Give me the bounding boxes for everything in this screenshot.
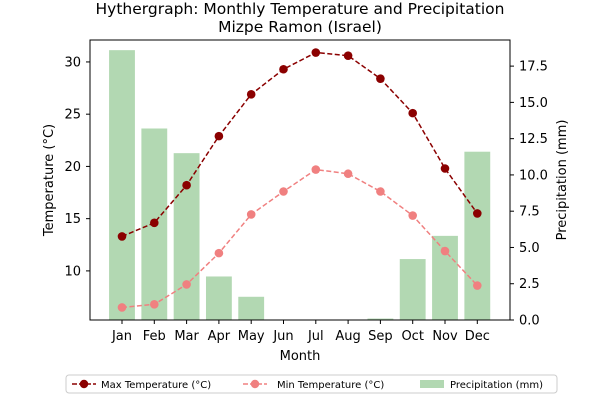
plot-frame [89, 39, 511, 321]
min-temp-point [117, 303, 127, 312]
x-tick-label: Oct [401, 329, 423, 344]
legend-max-temp-marker [79, 379, 89, 389]
legend-min-temp-label: Min Temperature (°C) [277, 380, 384, 391]
max-temp-point [408, 108, 418, 118]
min-temp-point [182, 280, 191, 289]
y-right-tick-label: 7.5 [519, 205, 540, 220]
x-tick-label: Sep [368, 329, 393, 344]
min-temp-point [246, 210, 256, 219]
x-tick-label: Jul [307, 329, 324, 344]
max-temp-point [440, 164, 450, 173]
min-temp-line [121, 168, 478, 309]
y-axis-left: 10 15 20 25 30 [64, 55, 90, 279]
x-tick-label: May [238, 329, 265, 344]
legend-precip-label: Precipitation (mm) [450, 380, 543, 391]
x-axis-label: Month [280, 349, 321, 364]
temperature-lines [117, 48, 482, 312]
min-temp-point [440, 246, 450, 256]
y-right-tick-label: 17.5 [519, 60, 548, 75]
y-left-tick-label: 25 [64, 108, 81, 123]
y-axis-right: 0.0 2.5 5.0 7.5 10.0 12.5 15.0 17.5 [510, 60, 548, 329]
chart-subtitle: Mizpe Ramon (Israel) [218, 18, 382, 36]
y-right-tick-label: 2.5 [519, 277, 540, 292]
min-temp-point [279, 187, 288, 196]
x-tick-label: Mar [174, 329, 199, 344]
max-temp-point [279, 64, 288, 74]
y-axis-right-label: Precipitation (mm) [555, 120, 570, 241]
x-tick-label: Apr [208, 329, 231, 344]
chart-title: Hythergraph: Monthly Temperature and Pre… [96, 0, 505, 18]
x-tick-label: Feb [143, 329, 166, 344]
y-right-tick-label: 10.0 [519, 168, 548, 183]
precip-bar [464, 151, 491, 320]
max-temp-point [376, 74, 385, 83]
max-temp-point [182, 180, 191, 190]
precip-bar [367, 318, 394, 320]
y-right-tick-label: 0.0 [519, 314, 540, 329]
y-left-tick-label: 10 [64, 264, 81, 279]
max-temp-point [311, 48, 321, 57]
y-left-tick-label: 20 [64, 160, 81, 175]
x-tick-label: Jun [272, 329, 293, 344]
legend-precip-swatch [420, 380, 444, 388]
x-tick-label: Dec [465, 329, 490, 344]
precip-bar [173, 153, 200, 320]
max-temp-point [246, 90, 256, 99]
precip-bar [399, 259, 426, 320]
max-temp-line [121, 51, 478, 238]
min-temp-point [214, 248, 224, 258]
precip-bar [109, 50, 135, 320]
x-tick-label: Aug [335, 329, 360, 344]
y-right-tick-label: 12.5 [519, 132, 548, 147]
max-temp-point [117, 232, 127, 241]
y-axis-left-label: Temperature (°C) [42, 124, 57, 237]
min-temp-point [150, 300, 159, 309]
max-temp-point [343, 51, 353, 60]
max-temp-point [473, 209, 482, 218]
y-right-tick-label: 15.0 [519, 96, 548, 111]
y-left-tick-label: 15 [64, 212, 81, 227]
legend-frame [65, 374, 558, 394]
x-tick-label: Nov [432, 329, 458, 344]
y-left-tick-label: 30 [64, 55, 81, 70]
min-temp-point [343, 169, 353, 179]
max-temp-point [214, 131, 224, 141]
min-temp-point [473, 281, 482, 290]
min-temp-point [311, 165, 321, 174]
min-temp-point [376, 187, 385, 196]
x-tick-label: Jan [111, 329, 132, 344]
legend-max-temp-label: Max Temperature (°C) [101, 380, 211, 391]
y-right-tick-label: 5.0 [519, 241, 540, 256]
x-axis: Jan Feb Mar Apr May Jun Jul Aug Sep Oct Nov Dec [111, 320, 490, 344]
max-temp-point [150, 218, 159, 228]
min-temp-point [408, 211, 418, 220]
precip-bar [238, 296, 265, 320]
legend-min-temp-marker [250, 379, 260, 389]
precip-bar [205, 276, 232, 320]
legend: Max Temperature (°C) Min Temperature (°C… [65, 374, 558, 394]
precipitation-bars [109, 50, 491, 320]
